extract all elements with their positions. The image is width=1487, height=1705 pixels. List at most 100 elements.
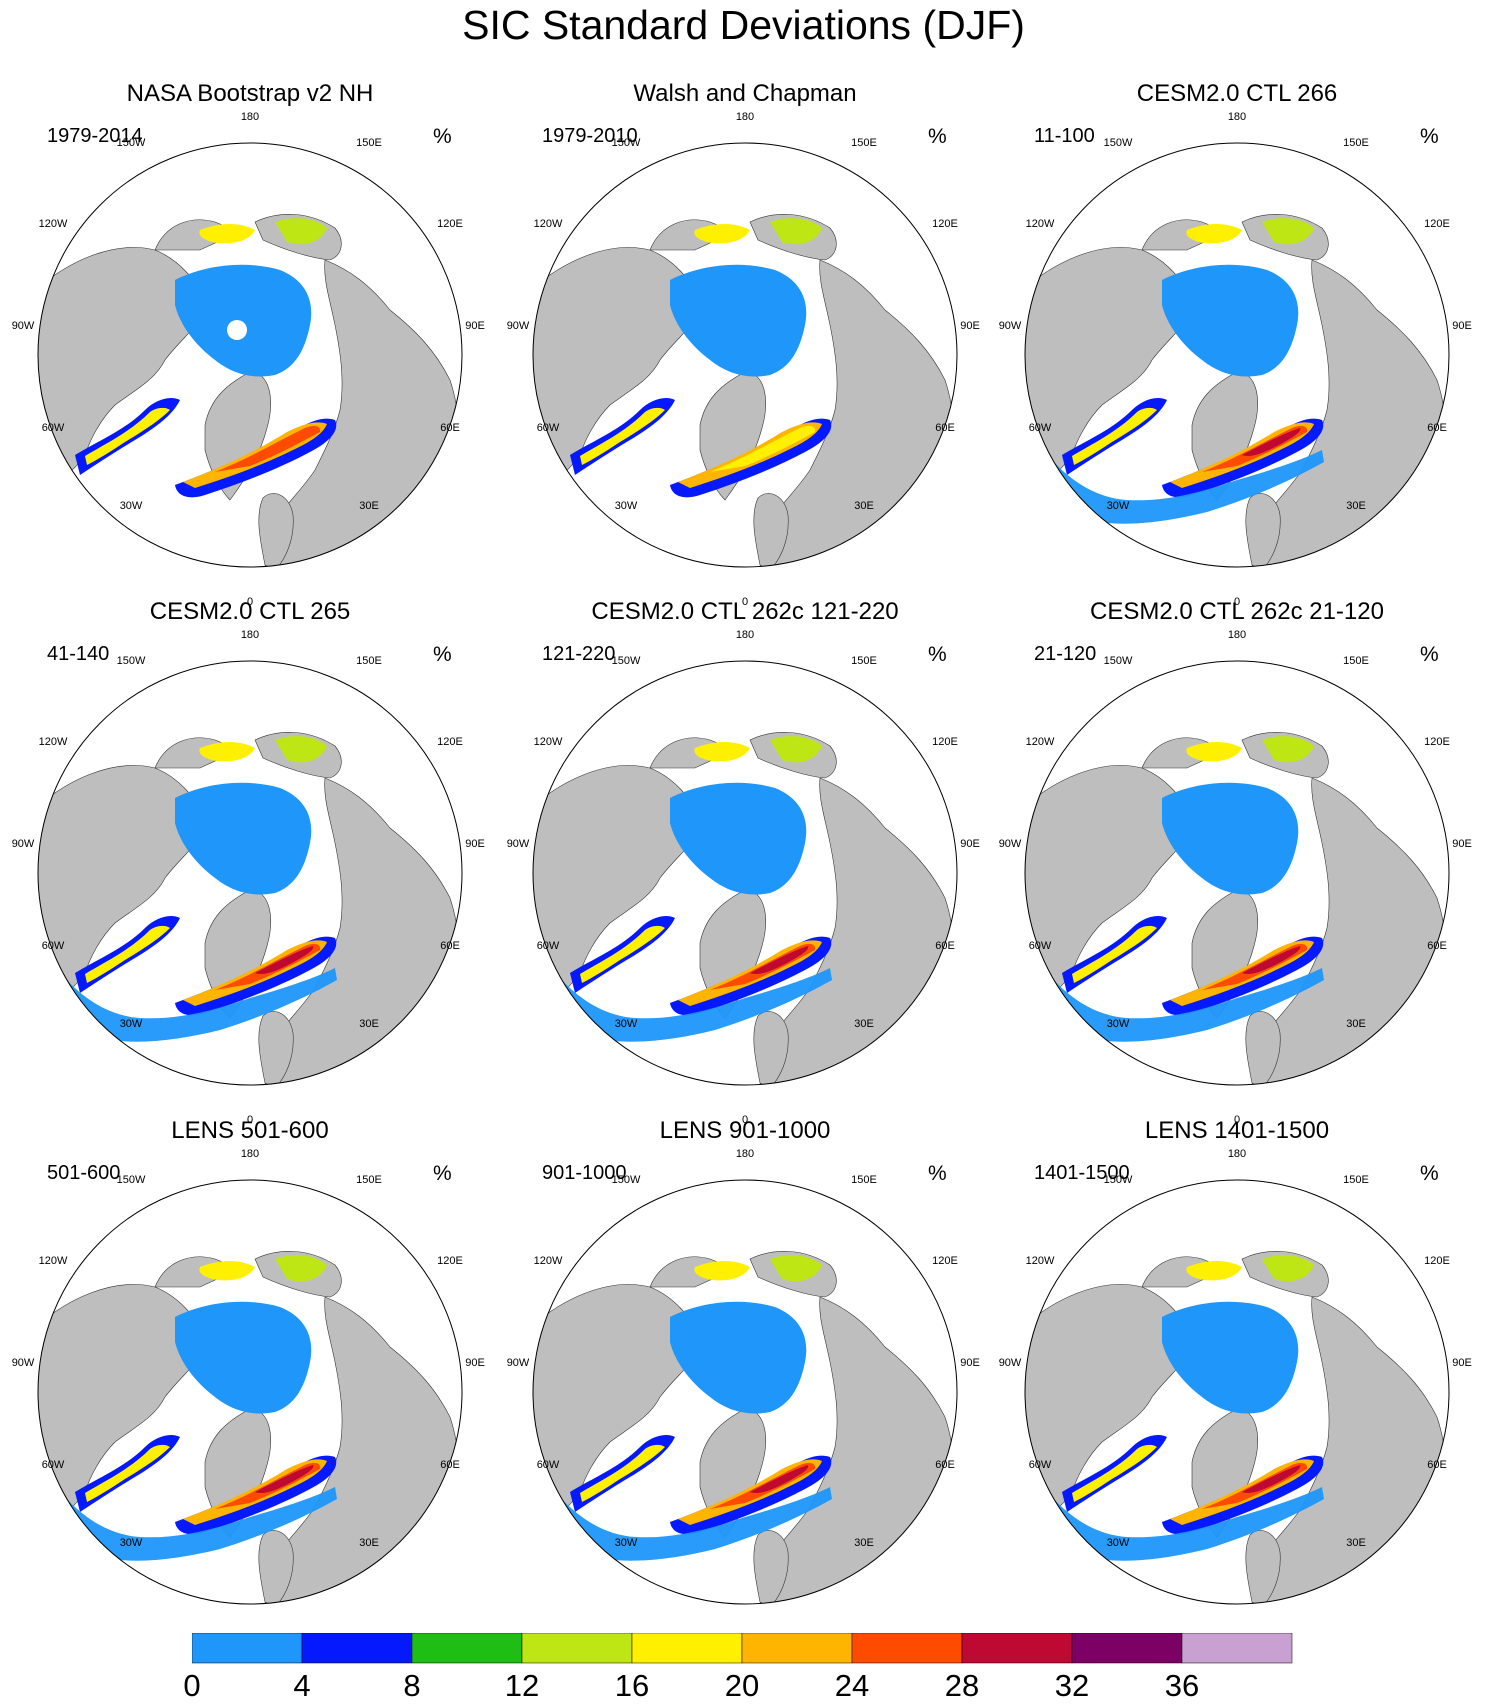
longitude-label-top: 180 — [241, 629, 259, 641]
longitude-label-lower-right: 30E — [854, 500, 874, 512]
scandinavia-land — [753, 493, 789, 567]
map-panel: LENS 901-1000 901-1000% 180 0 150W 150E 120W 12… — [500, 1117, 990, 1645]
panel-period: 21-120 — [1034, 643, 1097, 665]
map-panel: LENS 501-600 501-600% 180 0 150W 150E 120W 120E… — [5, 1117, 495, 1645]
map-body — [1025, 1180, 1449, 1604]
longitude-label-right-upper: 120E — [932, 1255, 958, 1267]
map-panel: CESM2.0 CTL 266 11-100% 180 0 150W 150E 120W 12… — [992, 80, 1482, 608]
colorbar-segment — [631, 1633, 743, 1664]
labrador-band — [1072, 1444, 1157, 1502]
longitude-label-top: 180 — [1228, 629, 1246, 641]
scandinavia-land — [1245, 1011, 1281, 1085]
barents-band-core — [215, 425, 321, 472]
map-body — [1025, 661, 1449, 1085]
longitude-label-left-upper: 120W — [534, 736, 563, 748]
longitude-label-upper-left: 150W — [117, 1174, 146, 1186]
colorbar-tick-label: 24 — [834, 1668, 870, 1703]
longitude-label-right-lower: 60E — [440, 1459, 460, 1471]
barents-band-peak — [1242, 946, 1301, 974]
arctic-ice-variability — [1162, 782, 1299, 895]
colorbar-tick-label: 28 — [944, 1668, 980, 1703]
arctic-ice-variability — [175, 264, 312, 377]
map-panel: CESM2.0 CTL 262c 121-220 121-220% 180 0 150W… — [500, 598, 990, 1126]
longitude-label-left-upper: 120W — [1026, 218, 1055, 230]
longitude-label-upper-right: 150E — [851, 1174, 877, 1186]
longitude-label-lower-right: 30E — [1346, 1537, 1366, 1549]
map-panel: CESM2.0 CTL 262c 21-120 21-120% 180 0 150W 15… — [992, 598, 1482, 1126]
panel-period: 901-1000 — [542, 1162, 627, 1184]
longitude-label-upper-left: 150W — [117, 137, 146, 149]
longitude-label-upper-left: 150W — [612, 655, 641, 667]
map-boundary — [532, 1179, 958, 1605]
longitude-label-upper-right: 150E — [356, 655, 382, 667]
okhotsk-sea-band — [770, 736, 822, 763]
map-panel: LENS 1401-1500 1401-1500% 180 0 150W 150E 120W… — [992, 1117, 1482, 1645]
longitude-label-left-upper: 120W — [1026, 736, 1055, 748]
longitude-label-right-mid: 90E — [960, 320, 980, 332]
map-panel: Walsh and Chapman 1979-2010% 180 0 150W 150E 1… — [500, 80, 990, 608]
longitude-label-lower-left: 30W — [120, 500, 143, 512]
colorbar-segment — [1181, 1633, 1293, 1664]
longitude-label-right-mid: 90E — [465, 320, 485, 332]
colorbar-tick-label: 0 — [183, 1668, 201, 1703]
colorbar-tick-label: 16 — [614, 1668, 650, 1703]
map-body — [38, 143, 462, 567]
longitude-label-lower-left: 30W — [615, 500, 638, 512]
labrador-band — [580, 407, 665, 465]
longitude-label-left-lower: 60W — [537, 422, 560, 434]
longitude-label-lower-left: 30W — [120, 1018, 143, 1030]
longitude-label-bottom: 0 — [1234, 1114, 1240, 1126]
scandinavia-land — [1245, 493, 1281, 567]
longitude-label-right-upper: 120E — [1424, 218, 1450, 230]
panel-unit: % — [928, 1162, 947, 1185]
longitude-label-bottom: 0 — [247, 1114, 253, 1126]
longitude-label-upper-left: 150W — [1104, 1174, 1133, 1186]
scandinavia-land — [753, 1011, 789, 1085]
longitude-label-right-lower: 60E — [440, 422, 460, 434]
okhotsk-sea-band — [770, 218, 822, 245]
longitude-label-top: 180 — [736, 1148, 754, 1160]
longitude-label-left-mid: 90W — [999, 838, 1022, 850]
map-body — [533, 143, 957, 567]
panel-unit: % — [1420, 643, 1439, 666]
colorbar-segment — [301, 1633, 413, 1664]
map-boundary — [37, 660, 463, 1086]
longitude-label-top: 180 — [1228, 1148, 1246, 1160]
longitude-label-top: 180 — [241, 1148, 259, 1160]
longitude-label-upper-right: 150E — [1343, 655, 1369, 667]
longitude-label-upper-left: 150W — [612, 137, 641, 149]
panel-title: Walsh and Chapman — [633, 80, 857, 107]
model-ice-extent — [1047, 1487, 1324, 1561]
panel-unit: % — [1420, 125, 1439, 148]
okhotsk-sea-band — [275, 218, 327, 245]
longitude-label-left-mid: 90W — [999, 320, 1022, 332]
panel-period: 121-220 — [542, 643, 616, 665]
longitude-label-left-mid: 90W — [12, 320, 35, 332]
longitude-label-top: 180 — [241, 111, 259, 123]
longitude-label-left-mid: 90W — [507, 838, 530, 850]
map-panel: CESM2.0 CTL 265 41-140% 180 0 150W 150E 120W 12… — [5, 598, 495, 1126]
okhotsk-sea-band — [770, 1255, 822, 1282]
longitude-label-lower-right: 30E — [1346, 1018, 1366, 1030]
longitude-label-left-upper: 120W — [39, 218, 68, 230]
panel-unit: % — [928, 125, 947, 148]
panel-title: LENS 901-1000 — [659, 1117, 831, 1144]
longitude-label-right-lower: 60E — [935, 1459, 955, 1471]
labrador-band — [85, 1444, 170, 1502]
figure-title: SIC Standard Deviations (DJF) — [462, 2, 1025, 48]
barents-band-core — [710, 425, 816, 472]
colorbar-segment — [411, 1633, 523, 1664]
longitude-label-right-lower: 60E — [935, 422, 955, 434]
labrador-band — [1072, 407, 1157, 465]
panel-period: 1979-2014 — [47, 125, 143, 147]
longitude-label-top: 180 — [736, 111, 754, 123]
longitude-label-upper-right: 150E — [1343, 1174, 1369, 1186]
pole-hole — [227, 320, 247, 340]
colorbar-segment — [851, 1633, 963, 1664]
colorbar-tick-label: 32 — [1054, 1668, 1090, 1703]
